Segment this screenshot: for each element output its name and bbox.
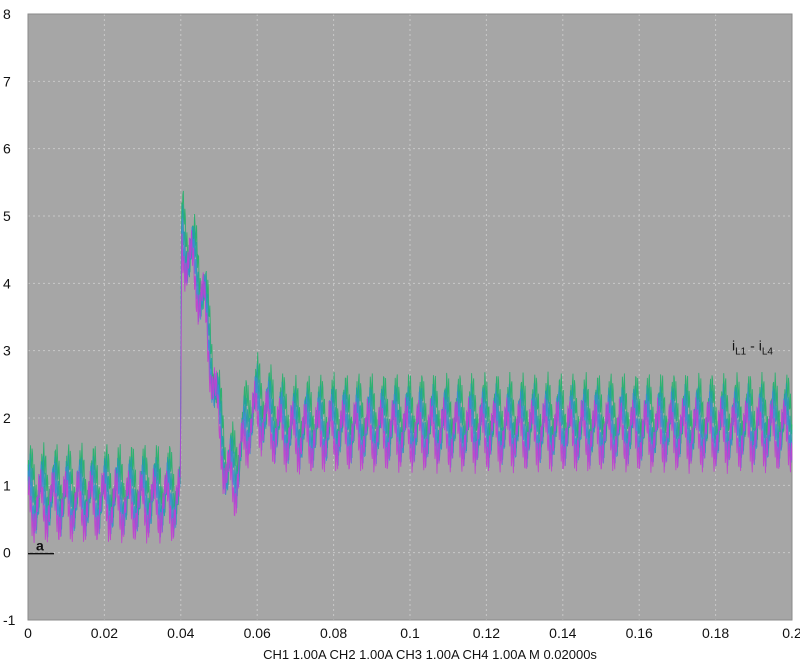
x-tick-label: 0.08 [320, 625, 347, 641]
y-tick-label: -1 [3, 612, 16, 628]
traces [27, 190, 793, 544]
x-tick-label: 0.2 [782, 625, 800, 641]
y-tick-label: 5 [3, 208, 11, 224]
trace-annotation: iL1 - iL4 [732, 338, 773, 358]
x-tick-label: 0.02 [91, 625, 118, 641]
y-tick-label: 7 [3, 73, 11, 89]
x-tick-label: 0.06 [244, 625, 271, 641]
y-tick-label: 8 [3, 6, 11, 22]
ground-marker-label: a [36, 538, 44, 554]
y-tick-label: 4 [3, 275, 11, 291]
y-tick-label: 0 [3, 545, 11, 561]
annotation-mid: - i [746, 338, 762, 354]
y-tick-label: 1 [3, 477, 11, 493]
x-tick-label: 0.18 [702, 625, 729, 641]
plot-frame [27, 13, 793, 621]
y-tick-labels: -1 0 1 2 3 4 5 6 7 8 [3, 6, 16, 628]
x-tick-label: 0.14 [549, 625, 576, 641]
x-tick-label: 0 [24, 625, 32, 641]
x-tick-label: 0.12 [473, 625, 500, 641]
y-tick-label: 6 [3, 141, 11, 157]
y-tick-label: 3 [3, 343, 11, 359]
annotation-sub2: L4 [762, 347, 774, 358]
y-tick-label: 2 [3, 410, 11, 426]
grid-lines [27, 13, 793, 621]
x-tick-label: 0.04 [167, 625, 194, 641]
annotation-sub1: L1 [735, 347, 747, 358]
x-tick-label: 0.1 [400, 625, 420, 641]
series-line-4 [27, 230, 793, 544]
annotation-base: i [732, 338, 735, 354]
scope-settings-footer: CH1 1.00A CH2 1.00A CH3 1.00A CH4 1.00A … [263, 647, 597, 662]
x-tick-label: 0.16 [626, 625, 653, 641]
x-tick-labels: 0 0.02 0.04 0.06 0.08 0.1 0.12 0.14 0.16 0.18 0.2 [24, 625, 800, 641]
